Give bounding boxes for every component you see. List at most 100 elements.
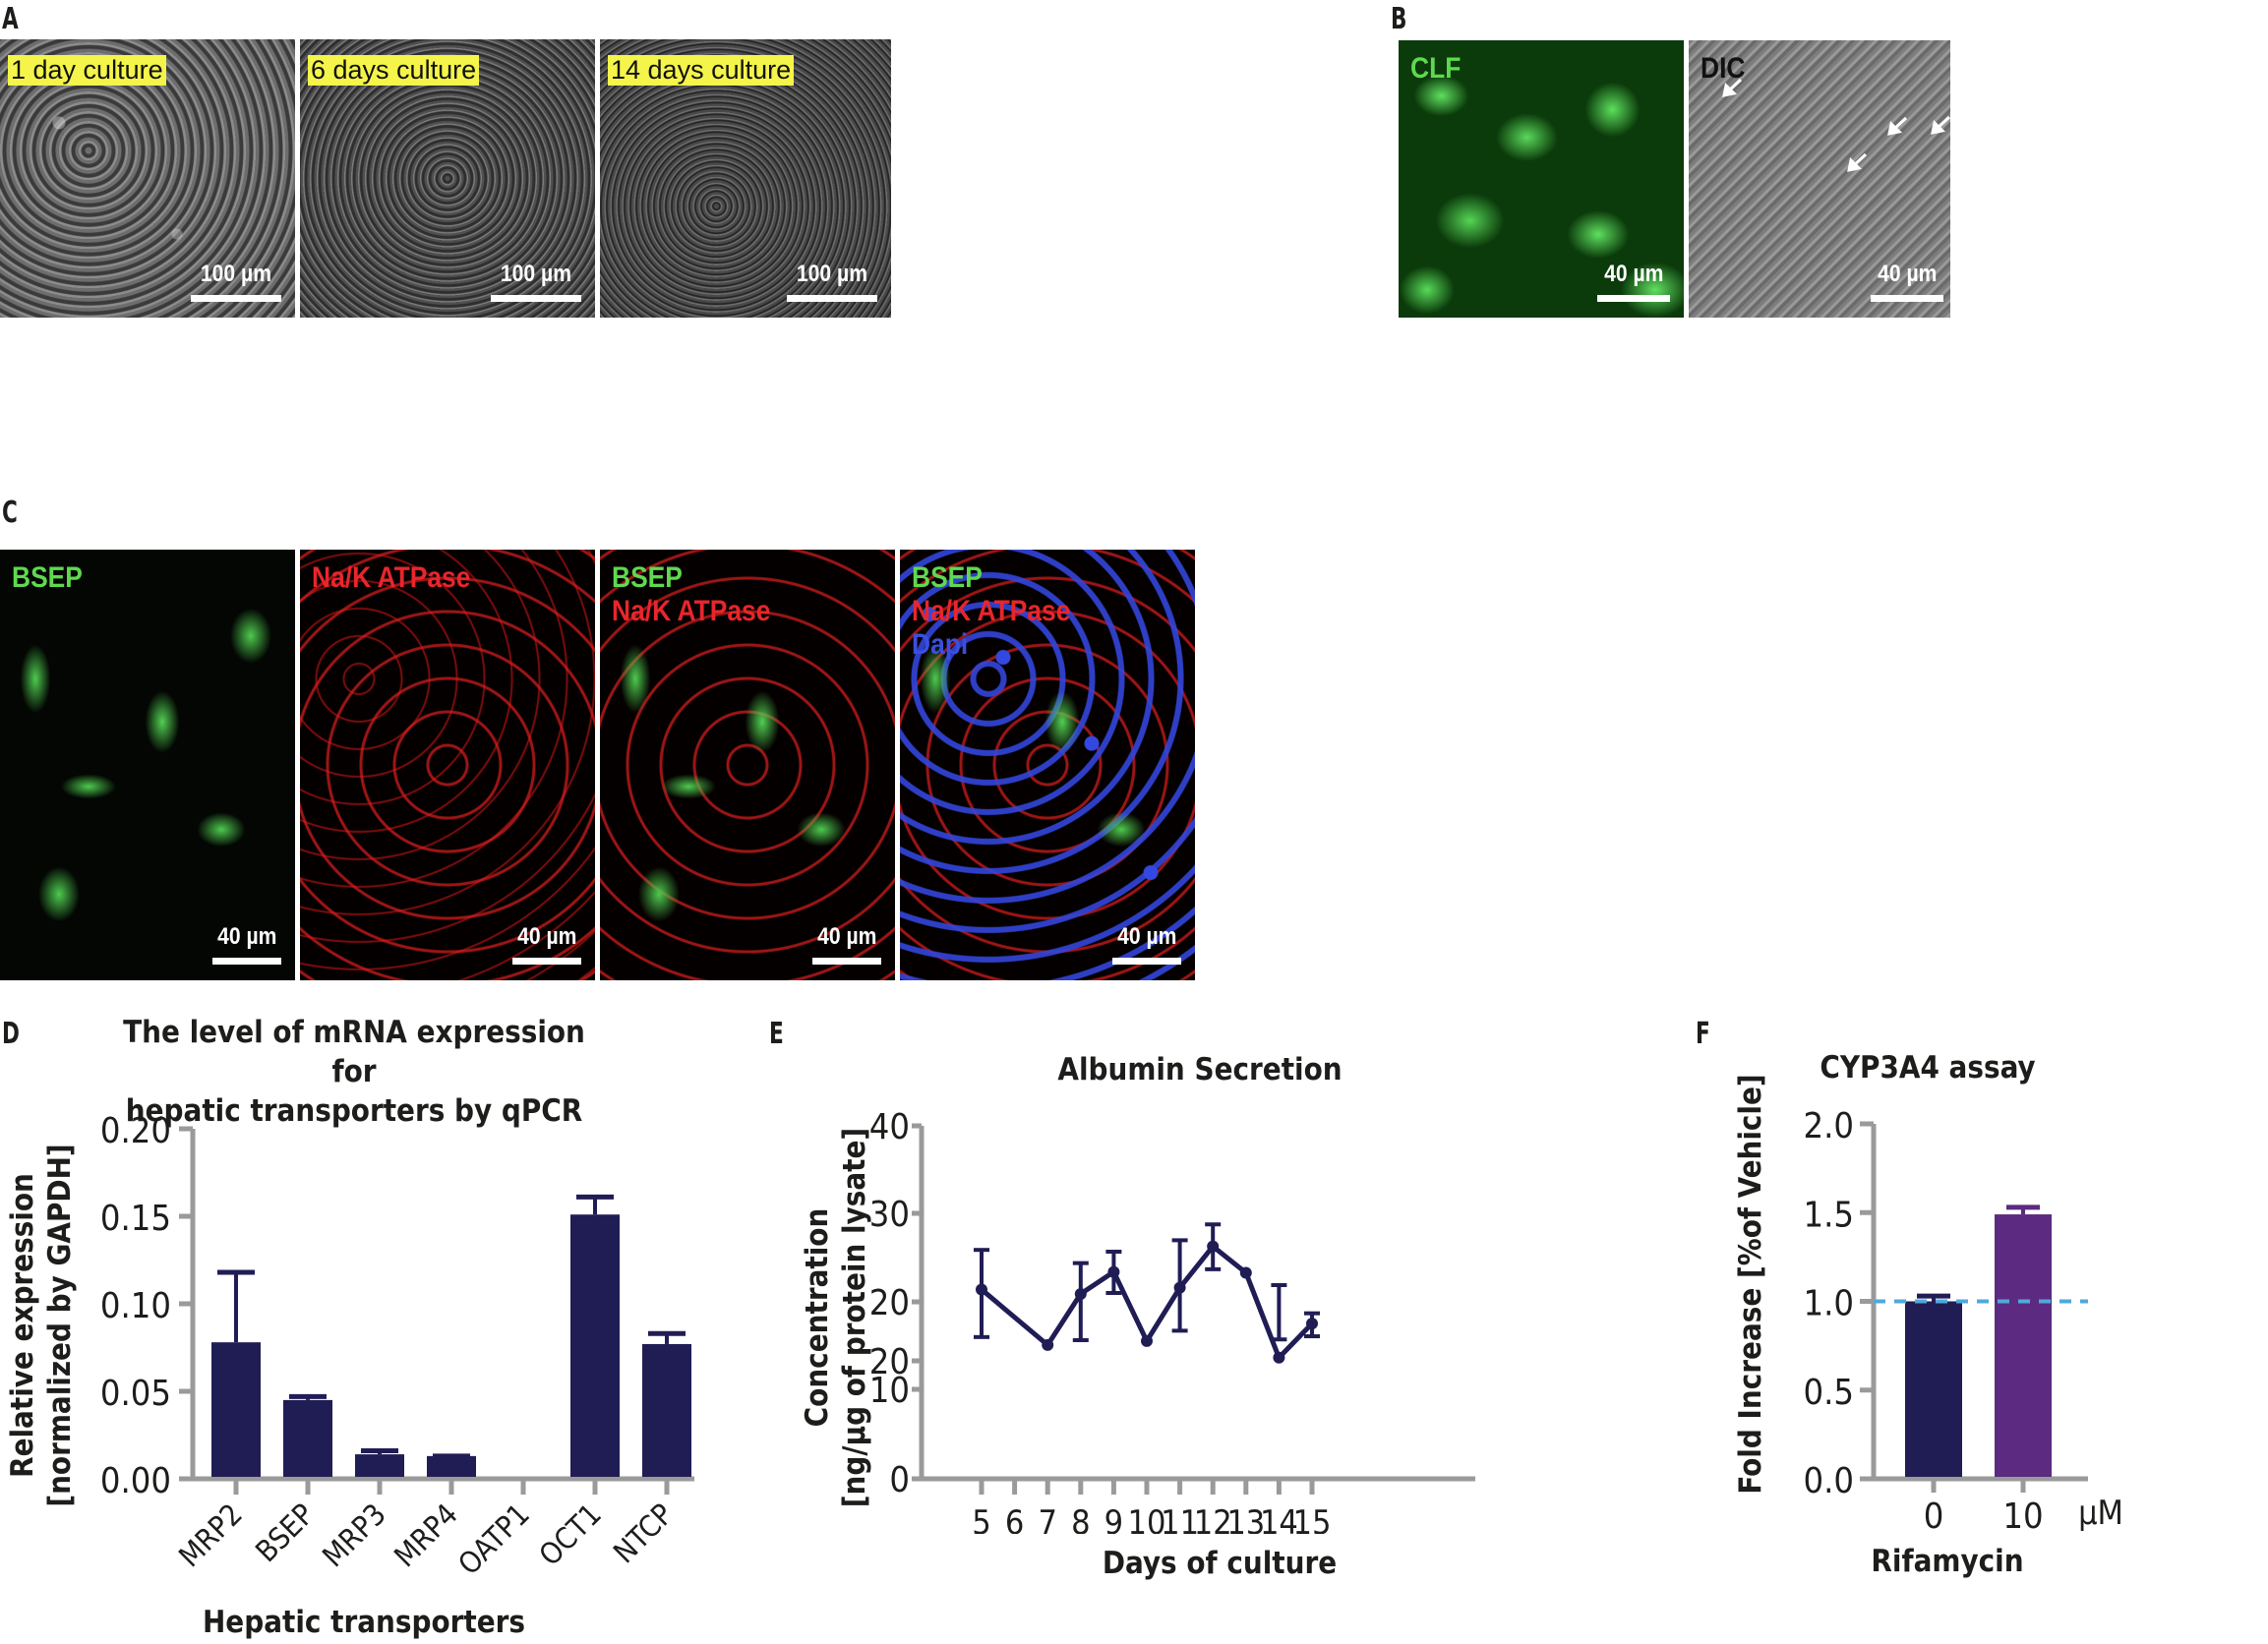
label-dapi: Dapi <box>912 628 969 661</box>
scale-bar-label: 40 µm <box>1603 261 1664 287</box>
blank-area <box>1950 40 2268 318</box>
data-point <box>1273 1351 1285 1364</box>
y-tick-label: 0.10 <box>100 1286 171 1326</box>
scale-bar: 40 µm <box>812 924 881 965</box>
image-label: Na/K ATPase <box>312 561 471 594</box>
scale-bar: 40 µm <box>212 924 281 965</box>
micrograph-6-days: 6 days culture 100 µm <box>300 39 595 318</box>
x-tick-label: MRP4 <box>388 1497 465 1573</box>
scale-bar: 100 µm <box>787 262 877 302</box>
panel-letter-c: C <box>2 496 18 530</box>
scale-bar-line <box>191 295 281 302</box>
scale-bar-line <box>1112 958 1181 965</box>
y-tick-label: 10 <box>869 1371 910 1411</box>
scale-bar-line <box>1871 295 1943 302</box>
scale-bar-line <box>212 958 281 965</box>
scale-bar-label: 100 µm <box>200 261 272 287</box>
panel-letter-d: D <box>2 1017 20 1051</box>
title-line-2: hepatic transporters by qPCR <box>125 1093 583 1129</box>
image-label: 1 day culture <box>8 55 166 86</box>
data-point <box>1141 1334 1153 1347</box>
scale-bar: 100 µm <box>491 262 581 302</box>
x-tick-label: NTCP <box>607 1497 680 1570</box>
panel-letter-b: B <box>1391 2 1407 36</box>
y-tick-label: 1.0 <box>1804 1284 1855 1324</box>
data-point <box>1306 1318 1318 1330</box>
scale-bar: 100 µm <box>191 262 281 302</box>
scale-bar: 40 µm <box>512 924 581 965</box>
image-label: BSEP <box>12 561 83 594</box>
x-tick-label: 6 <box>1005 1503 1024 1534</box>
scale-bar-label: 40 µm <box>216 923 277 950</box>
scale-bar: 40 µm <box>1112 924 1181 965</box>
bar-bsep <box>283 1399 332 1477</box>
scale-bar-line <box>812 958 881 965</box>
chart-d-xlabel: Hepatic transporters <box>202 1605 526 1640</box>
label-na-k-atpase: Na/K ATPase <box>612 595 771 627</box>
x-tick-label: MRP2 <box>173 1497 250 1573</box>
title-line-1: The level of mRNA expression for <box>123 1015 585 1089</box>
data-point <box>1173 1281 1186 1294</box>
scale-bar-label: 100 µm <box>796 261 868 287</box>
ylabel-line-1: Concentration <box>800 1207 835 1428</box>
scale-bar-line <box>512 958 581 965</box>
scale-bar-line <box>1597 295 1670 302</box>
y-tick-label: 20 <box>869 1342 910 1382</box>
y-tick-label: 0.0 <box>1804 1461 1855 1501</box>
bar-ntcp <box>642 1343 691 1477</box>
x-tick-label: 14 <box>1260 1503 1298 1534</box>
y-tick-label: 0.00 <box>100 1461 171 1501</box>
chart-d-title: The level of mRNA expression for hepatic… <box>98 1013 610 1131</box>
scale-bar-line <box>491 295 581 302</box>
bar-mrp3 <box>355 1454 404 1477</box>
x-tick-label: 15 <box>1293 1503 1332 1534</box>
x-unit-label: µM <box>2078 1494 2123 1533</box>
x-tick-label: 7 <box>1038 1503 1056 1534</box>
x-tick-label: 5 <box>972 1503 990 1534</box>
x-tick-label: 12 <box>1194 1503 1232 1534</box>
micrograph-14-days: 14 days culture 100 µm <box>600 39 891 318</box>
scale-bar-label: 40 µm <box>816 923 877 950</box>
x-tick-label: 10 <box>2002 1497 2043 1537</box>
y-tick-label: 0.15 <box>100 1199 171 1239</box>
y-tick-label: 40 <box>869 1107 910 1147</box>
y-tick-label: 0 <box>889 1460 910 1500</box>
bar-mrp2 <box>211 1342 261 1477</box>
image-label: DIC <box>1701 52 1746 85</box>
chart-f-title: CYP3A4 assay <box>1820 1050 2036 1086</box>
y-tick-label: 0.05 <box>100 1374 171 1414</box>
x-tick-label: 0 <box>1924 1497 1944 1537</box>
x-tick-label: 10 <box>1128 1503 1166 1534</box>
data-point <box>1207 1240 1220 1253</box>
y-tick-label: 0.20 <box>100 1111 171 1151</box>
y-tick-label: 1.5 <box>1804 1195 1855 1235</box>
data-point <box>1042 1338 1054 1351</box>
micrograph-na-k-atpase: Na/K ATPase 40 µm <box>300 550 595 980</box>
micrograph-clf: CLF 40 µm <box>1399 40 1684 318</box>
x-tick-label: 11 <box>1161 1503 1199 1534</box>
x-tick-label: 8 <box>1071 1503 1090 1534</box>
x-tick-label: MRP3 <box>317 1497 393 1573</box>
x-tick-label: BSEP <box>250 1497 322 1569</box>
micrograph-merge: BSEP Na/K ATPase 40 µm <box>600 550 895 980</box>
x-tick-label: 13 <box>1226 1503 1265 1534</box>
label-na-k-atpase: Na/K ATPase <box>912 595 1071 627</box>
y-tick-label: 0.5 <box>1804 1373 1855 1413</box>
x-tick-label: OATP1 <box>452 1497 537 1573</box>
image-label-group: BSEP Na/K ATPase Dapi <box>912 561 1070 662</box>
micrograph-merge-dapi: BSEP Na/K ATPase Dapi 40 µm <box>900 550 1195 980</box>
bar-oct1 <box>570 1214 620 1477</box>
series-line <box>980 1243 1314 1363</box>
bar-10 <box>1995 1214 2052 1477</box>
scale-bar-label: 100 µm <box>500 261 572 287</box>
image-label-group: BSEP Na/K ATPase <box>612 561 770 628</box>
arrow-icons <box>1722 78 1951 172</box>
data-point <box>1107 1265 1120 1278</box>
label-bsep: BSEP <box>612 561 683 594</box>
panel-letter-a: A <box>2 2 19 36</box>
scale-bar-label: 40 µm <box>1116 923 1177 950</box>
micrograph-bsep: BSEP 40 µm <box>0 550 295 980</box>
chart-e-xlabel: Days of culture <box>1102 1546 1338 1581</box>
image-label: 6 days culture <box>308 55 480 86</box>
